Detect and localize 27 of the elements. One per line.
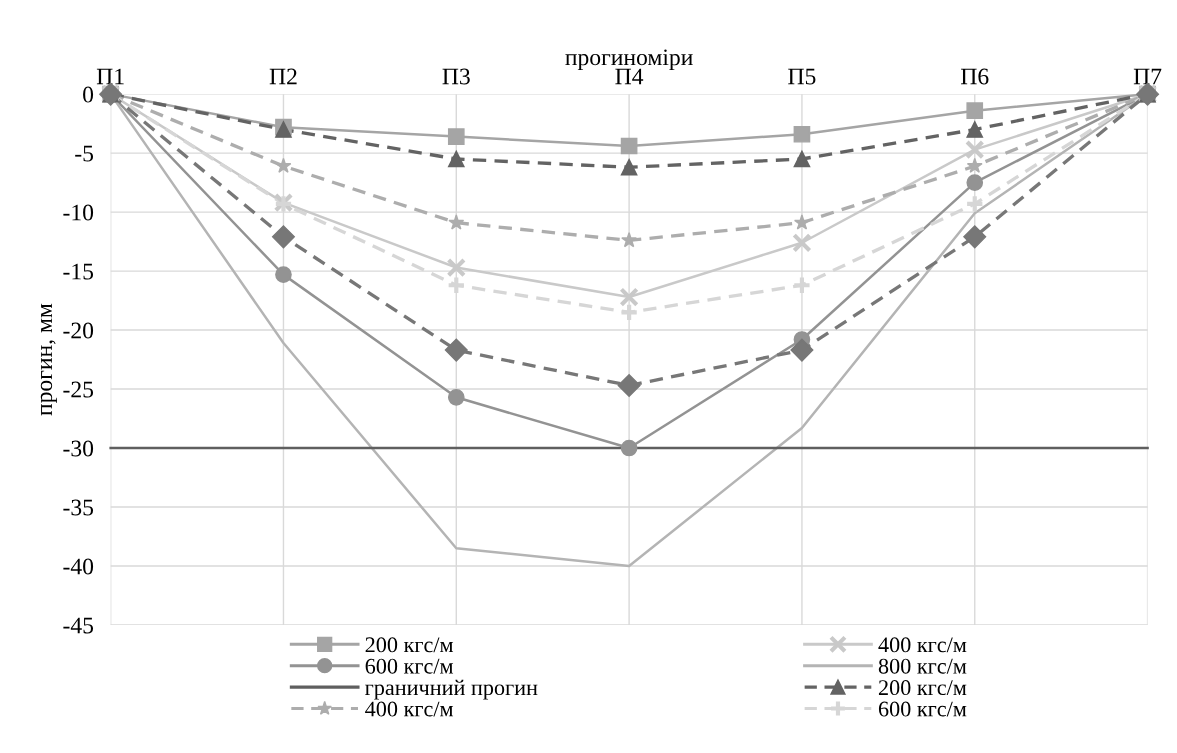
- x-tick-label: П7: [1133, 68, 1162, 85]
- y-tick-label: -40: [63, 558, 94, 575]
- legend-label: 600 кгс/м: [365, 658, 454, 674]
- legend-label: 200 кгс/м: [365, 637, 454, 653]
- x-tick-label: П3: [442, 68, 470, 85]
- legend-label: граничний прогин: [365, 679, 538, 700]
- y-tick-label: -15: [63, 263, 94, 280]
- y-tick-label: -25: [63, 381, 94, 398]
- y-tick-label: -10: [63, 204, 94, 221]
- y-tick-label: 0: [83, 86, 94, 103]
- y-tick-label: -45: [63, 617, 94, 634]
- legend-label: 200 кгс/м: [878, 680, 967, 696]
- x-axis-title: прогиноміри: [565, 49, 693, 71]
- y-tick-label: -20: [63, 322, 94, 339]
- legend-label: 800 кгс/м: [878, 658, 967, 674]
- y-tick-label: -30: [63, 440, 94, 457]
- x-tick-label: П1: [96, 68, 124, 85]
- y-tick-label: -35: [63, 499, 94, 516]
- x-tick-label: П2: [269, 68, 297, 85]
- y-tick-label: -5: [75, 145, 94, 162]
- legend-label: 400 кгс/м: [365, 701, 454, 717]
- x-tick-label: П4: [615, 68, 644, 85]
- y-axis-title: прогин, мм: [40, 303, 57, 416]
- x-tick-label: П6: [961, 68, 989, 85]
- legend-label: 400 кгс/м: [878, 637, 967, 653]
- legend-label: 600 кгс/м: [878, 701, 967, 717]
- x-tick-label: П5: [788, 68, 816, 85]
